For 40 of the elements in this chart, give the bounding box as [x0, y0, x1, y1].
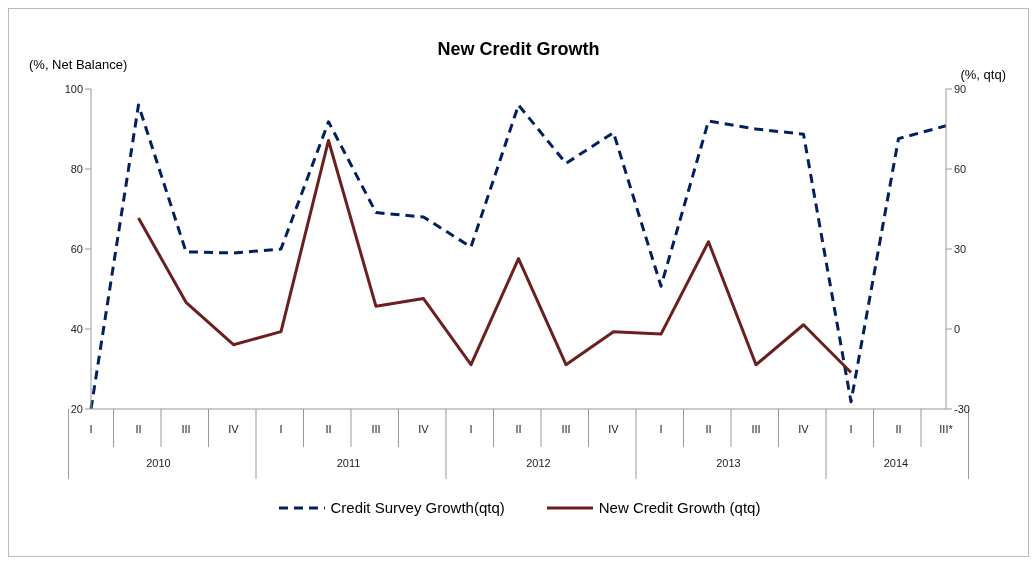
- x-tick-label: II: [705, 423, 712, 435]
- x-tick-label: I: [849, 423, 853, 435]
- y-tick-label: 80: [70, 162, 83, 175]
- legend-label: Credit Survey Growth(qtq): [330, 499, 505, 516]
- x-tick-label: II: [325, 423, 332, 435]
- x-tick-label: IV: [228, 423, 240, 435]
- y2-tick-label: 30: [954, 242, 967, 255]
- text: 2012: [526, 457, 551, 469]
- text: 2011: [336, 457, 361, 469]
- legend-label: New Credit Growth (qtq): [598, 499, 761, 516]
- chart-title: New Credit Growth: [437, 39, 600, 59]
- x-tick-label: I: [659, 423, 663, 435]
- y2-tick-label: 0: [954, 322, 961, 335]
- y-tick-label: 40: [70, 322, 83, 335]
- x-tick-label: III*: [939, 423, 954, 435]
- y-tick-label: 20: [70, 402, 83, 415]
- x-tick-label: I: [89, 423, 93, 435]
- x-tick-label: I: [469, 423, 473, 435]
- y2-tick-label: 90: [954, 82, 967, 95]
- x-tick-label: II: [135, 423, 142, 435]
- x-tick-label: II: [895, 423, 902, 435]
- y-tick-label: 100: [64, 82, 83, 95]
- x-tick-label: IV: [608, 423, 620, 435]
- x-tick-label: III: [561, 423, 571, 435]
- text: 2013: [716, 457, 741, 469]
- y-tick-label: 60: [70, 242, 83, 255]
- x-tick-label: I: [279, 423, 283, 435]
- line-series: [137, 138, 853, 374]
- x-tick-label: III: [751, 423, 761, 435]
- y2-tick-label: -30: [954, 402, 970, 415]
- text: 2010: [146, 457, 171, 469]
- y2-tick-label: 60: [954, 162, 967, 175]
- text: 2014: [883, 457, 909, 469]
- x-tick-label: III: [371, 423, 381, 435]
- x-tick-label: IV: [798, 423, 810, 435]
- y-axis-title: (%, Net Balance): [29, 57, 128, 72]
- y2-axis-title: (%, qtq): [960, 67, 1006, 82]
- x-tick-label: IV: [418, 423, 430, 435]
- x-tick-label: III: [181, 423, 191, 435]
- x-tick-label: II: [515, 423, 522, 435]
